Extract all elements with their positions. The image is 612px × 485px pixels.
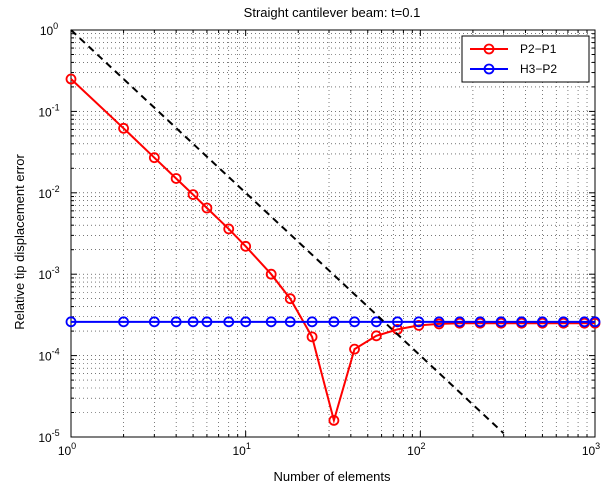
- data-point: [328, 316, 340, 328]
- legend: P2−P1 H3−P2: [461, 35, 590, 83]
- y-axis-label: Relative tip displacement error: [12, 154, 27, 330]
- x-tick-label: 100: [58, 441, 76, 458]
- data-point: [223, 316, 235, 328]
- data-point: [349, 316, 360, 328]
- legend-box: [461, 35, 590, 83]
- data-point: [306, 331, 318, 343]
- data-point: [65, 73, 77, 85]
- data-point: [370, 330, 382, 342]
- data-point: [370, 316, 382, 328]
- data-point: [201, 202, 213, 214]
- data-point: [589, 316, 601, 328]
- data-point: [537, 316, 548, 328]
- data-point: [118, 122, 129, 134]
- data-point: [558, 316, 569, 328]
- data-point: [284, 293, 296, 305]
- data-point: [265, 268, 277, 280]
- y-tick-label: 10-3: [38, 265, 59, 282]
- x-tick-label: 102: [407, 441, 425, 458]
- data-point: [306, 316, 318, 328]
- legend-swatch-marker: [483, 43, 495, 55]
- data-point: [223, 223, 235, 235]
- data-point: [392, 316, 403, 328]
- data-point: [187, 316, 199, 328]
- data-point: [170, 173, 182, 184]
- data-point: [433, 316, 445, 328]
- data-point: [284, 316, 296, 328]
- data-point: [413, 316, 425, 328]
- data-point: [579, 316, 590, 328]
- y-tick-label: 10-5: [38, 428, 59, 445]
- data-point: [349, 343, 360, 355]
- legend-label: P2−P1: [520, 42, 557, 56]
- axis-ticks: 100 101 102 103 100 10-1 10-2 10-3 10-4 10-5: [38, 21, 600, 458]
- data-point: [474, 316, 486, 328]
- data-point: [187, 189, 199, 201]
- data-point: [65, 316, 77, 328]
- y-tick-label: 10-2: [38, 184, 59, 201]
- data-point: [495, 316, 507, 328]
- grid-lines: [71, 30, 595, 437]
- series-line: [70, 78, 595, 425]
- data-point: [118, 316, 129, 328]
- x-axis-label: Number of elements: [273, 469, 391, 484]
- series-1: [65, 316, 601, 328]
- x-tick-label: 101: [232, 441, 250, 458]
- plot-area-frame: [70, 29, 596, 438]
- data-point: [170, 316, 182, 328]
- data-point: [328, 414, 340, 426]
- series-group: [65, 29, 601, 435]
- y-tick-label: 10-1: [38, 102, 59, 119]
- data-point: [240, 316, 252, 328]
- chart-title: Straight cantilever beam: t=0.1: [244, 5, 421, 20]
- reference-slope-line: [70, 29, 505, 435]
- y-tick-label: 10-4: [38, 347, 59, 364]
- series-2: [70, 29, 505, 435]
- x-tick-label: 103: [582, 441, 600, 458]
- y-tick-label: 100: [40, 21, 58, 38]
- data-point: [265, 316, 277, 328]
- legend-label: H3−P2: [520, 62, 557, 76]
- legend-swatch-marker: [483, 63, 495, 75]
- data-point: [148, 316, 160, 328]
- data-point: [148, 152, 160, 164]
- data-point: [516, 316, 528, 328]
- series-0: [65, 73, 601, 426]
- data-point: [201, 316, 213, 328]
- data-point: [240, 240, 252, 252]
- data-point: [454, 316, 466, 328]
